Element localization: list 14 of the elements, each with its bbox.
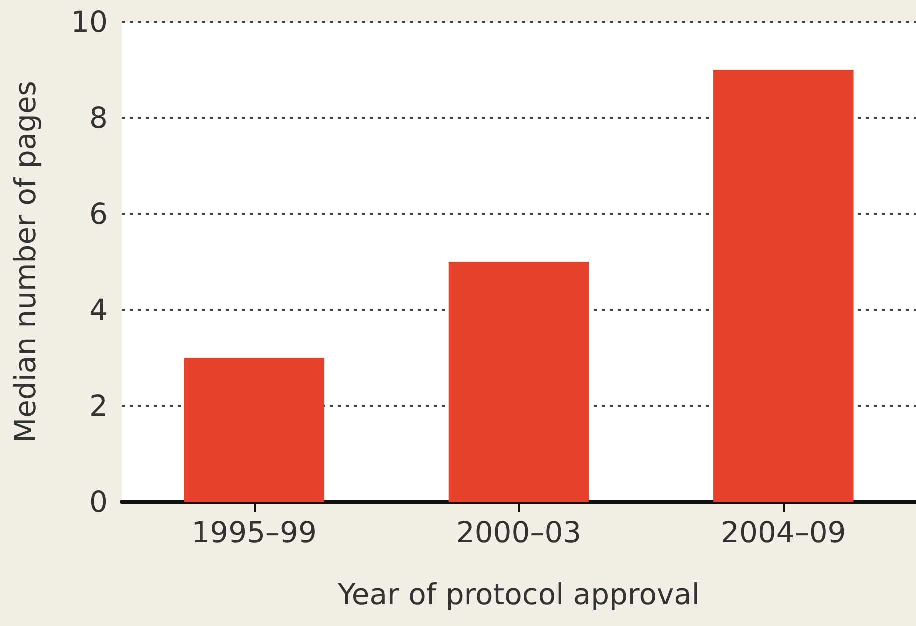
- y-tick-label: 2: [90, 389, 108, 423]
- x-tick-label: 2000–03: [456, 516, 582, 550]
- y-tick-label: 8: [90, 101, 108, 135]
- y-tick-label: 0: [90, 485, 108, 519]
- x-tick-label: 2004–09: [721, 516, 846, 550]
- x-axis-title: Year of protocol approval: [337, 578, 700, 612]
- x-tick-label: 1995–99: [192, 516, 317, 550]
- y-tick-label: 6: [90, 197, 108, 231]
- y-tick-label: 4: [90, 293, 108, 327]
- y-axis-title: Median number of pages: [8, 81, 42, 443]
- bar: [714, 70, 854, 502]
- y-tick-label: 10: [71, 5, 108, 39]
- bar: [184, 358, 324, 502]
- bar: [448, 262, 590, 502]
